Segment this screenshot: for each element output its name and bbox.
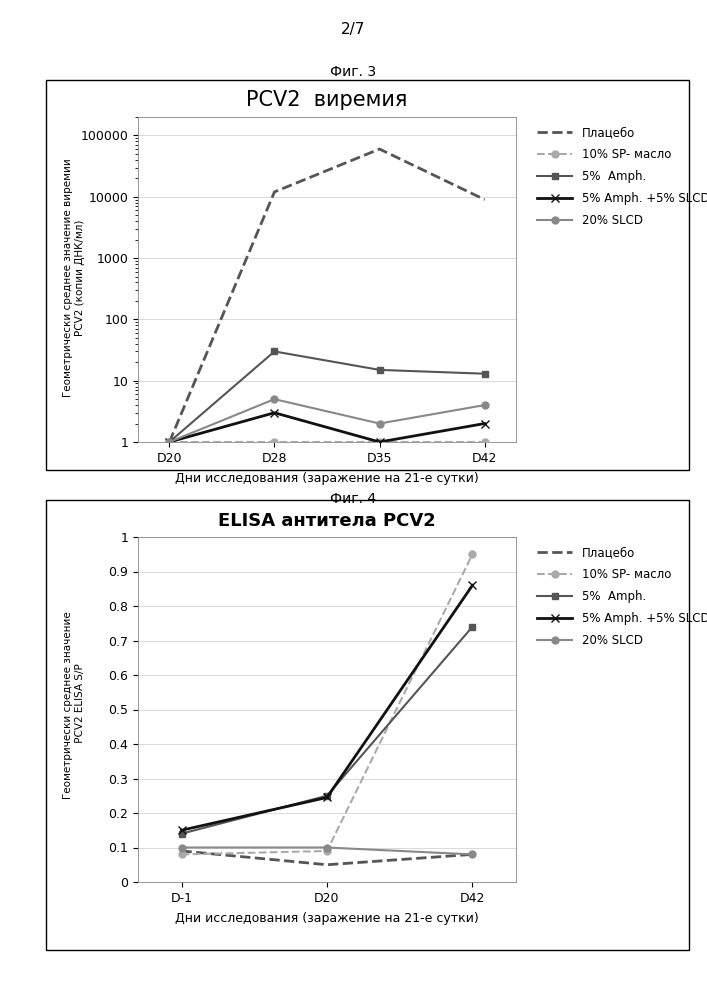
5%  Amph. <box>323 790 332 802</box>
Title: ELISA антитела PCV2: ELISA антитела PCV2 <box>218 512 436 530</box>
5%  Amph. <box>165 436 174 448</box>
5%  Amph. <box>480 368 489 380</box>
5% Amph. +5% SLCD <box>177 824 186 836</box>
5%  Amph. <box>270 345 279 357</box>
Text: Фиг. 3: Фиг. 3 <box>330 65 377 79</box>
Line: Плацебо: Плацебо <box>182 851 472 865</box>
Text: Фиг. 4: Фиг. 4 <box>330 492 377 506</box>
Line: 20% SLCD: 20% SLCD <box>178 844 476 858</box>
10% SP- масло <box>165 436 174 448</box>
Text: Геометрически среднее значение виремии
PCV2 (копии ДНК/мл): Геометрически среднее значение виремии P… <box>64 159 85 397</box>
Line: 5%  Amph.: 5% Amph. <box>166 348 488 445</box>
5%  Amph. <box>468 621 477 633</box>
5% Amph. +5% SLCD <box>468 579 477 591</box>
20% SLCD <box>375 418 384 430</box>
Text: 2/7: 2/7 <box>341 22 366 37</box>
5%  Amph. <box>177 828 186 840</box>
Line: Плацебо: Плацебо <box>170 149 484 442</box>
Плацебо <box>323 859 332 871</box>
5%  Amph. <box>375 364 384 376</box>
20% SLCD <box>468 848 477 860</box>
Line: 5%  Amph.: 5% Amph. <box>178 623 476 837</box>
20% SLCD <box>270 393 279 405</box>
Плацебо <box>468 848 477 860</box>
20% SLCD <box>177 842 186 854</box>
5% Amph. +5% SLCD <box>323 791 332 803</box>
5% Amph. +5% SLCD <box>165 436 174 448</box>
10% SP- масло <box>375 436 384 448</box>
10% SP- масло <box>270 436 279 448</box>
Плацебо <box>270 186 279 198</box>
5% Amph. +5% SLCD <box>270 407 279 419</box>
10% SP- масло <box>480 436 489 448</box>
Плацебо <box>375 143 384 155</box>
Line: 5% Amph. +5% SLCD: 5% Amph. +5% SLCD <box>177 581 477 834</box>
10% SP- масло <box>468 548 477 560</box>
10% SP- масло <box>177 848 186 860</box>
20% SLCD <box>323 842 332 854</box>
20% SLCD <box>480 399 489 411</box>
Плацебо <box>165 436 174 448</box>
10% SP- масло <box>323 845 332 857</box>
X-axis label: Дни исследования (заражение на 21-е сутки): Дни исследования (заражение на 21-е сутк… <box>175 912 479 925</box>
Плацебо <box>480 194 489 206</box>
5% Amph. +5% SLCD <box>480 418 489 430</box>
X-axis label: Дни исследования (заражение на 21-е сутки): Дни исследования (заражение на 21-е сутк… <box>175 472 479 485</box>
Line: 5% Amph. +5% SLCD: 5% Amph. +5% SLCD <box>165 409 489 446</box>
Text: Геометрически среднее значение
 PCV2 ELISA S/P: Геометрически среднее значение PCV2 ELIS… <box>64 611 85 799</box>
Line: 10% SP- масло: 10% SP- масло <box>178 551 476 858</box>
Line: 10% SP- масло: 10% SP- масло <box>166 439 488 445</box>
Legend: Плацебо, 10% SP- масло, 5%  Amph., 5% Amph. +5% SLCD, 20% SLCD: Плацебо, 10% SP- масло, 5% Amph., 5% Amp… <box>533 123 707 230</box>
Legend: Плацебо, 10% SP- масло, 5%  Amph., 5% Amph. +5% SLCD, 20% SLCD: Плацебо, 10% SP- масло, 5% Amph., 5% Amp… <box>533 543 707 650</box>
Title: PCV2  виремия: PCV2 виремия <box>246 90 408 110</box>
Line: 20% SLCD: 20% SLCD <box>166 396 488 445</box>
Плацебо <box>177 845 186 857</box>
20% SLCD <box>165 436 174 448</box>
5% Amph. +5% SLCD <box>375 436 384 448</box>
